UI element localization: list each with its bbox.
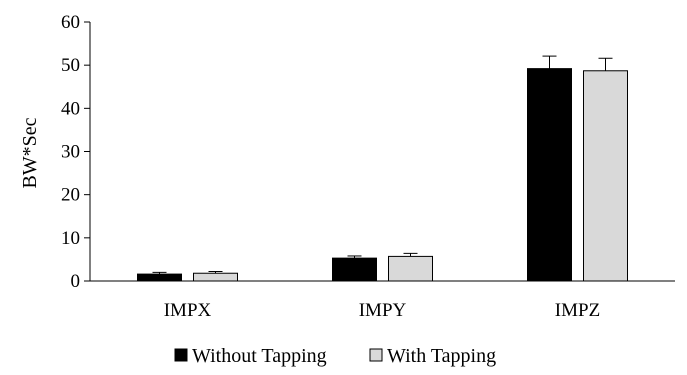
- bar: [583, 70, 628, 282]
- bar: [137, 273, 182, 282]
- x-tick-label: IMPX: [164, 300, 212, 321]
- y-tick-label: 60: [61, 12, 80, 33]
- legend-swatch: [369, 348, 383, 362]
- bars: [137, 55, 628, 282]
- legend-label: With Tapping: [387, 345, 496, 367]
- legend-label: Without Tapping: [192, 345, 327, 367]
- y-tick-label: 40: [61, 98, 80, 119]
- bar: [332, 257, 377, 282]
- x-axis: IMPX IMPY IMPZ: [90, 280, 675, 321]
- bar: [193, 272, 238, 282]
- y-axis-title: BW*Sec: [19, 117, 41, 188]
- y-tick-label: 10: [61, 228, 80, 249]
- x-tick-label: IMPY: [359, 300, 407, 321]
- y-tick-label: 20: [61, 185, 80, 206]
- y-tick-label: 50: [61, 55, 80, 76]
- y-axis: 0 10 20 30 40 50 60: [61, 12, 91, 292]
- bar: [527, 68, 572, 282]
- x-tick-label: IMPZ: [555, 300, 600, 321]
- bar: [388, 255, 433, 282]
- y-tick-label: 30: [61, 142, 80, 163]
- y-tick-label: 0: [71, 271, 81, 292]
- legend: Without Tapping With Tapping: [174, 345, 496, 367]
- legend-swatch: [174, 348, 188, 362]
